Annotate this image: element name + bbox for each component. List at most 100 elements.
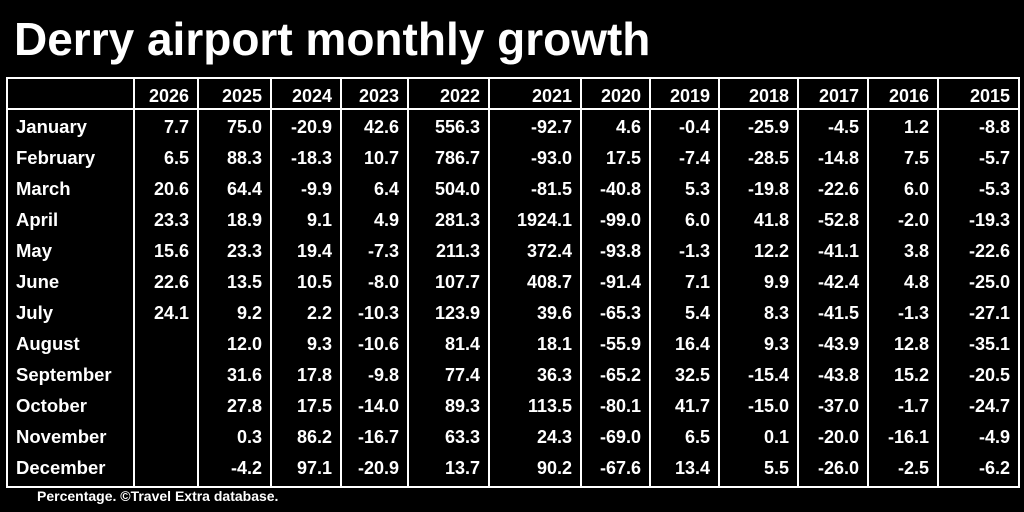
table-cell-value: 2.2 — [306, 303, 332, 323]
table-cell-value: 6.4 — [373, 179, 399, 199]
column-header: 2019 — [669, 86, 710, 106]
table-cell-value: -20.0 — [817, 427, 859, 447]
row-label-month: October — [16, 395, 87, 416]
grid-line-vertical — [197, 77, 199, 488]
table-cell-value: -65.2 — [599, 365, 641, 385]
table-cell-value: -14.0 — [357, 396, 399, 416]
column-header: 2021 — [531, 86, 572, 106]
table-cell-value: 41.7 — [674, 396, 710, 416]
table-cell-value: -22.6 — [968, 241, 1010, 261]
grid-line-header — [6, 108, 1020, 110]
table-cell-value: 18.9 — [226, 210, 262, 230]
table-cell-value: -43.9 — [817, 334, 859, 354]
table-cell-value: 1924.1 — [516, 210, 572, 230]
row-label-month: July — [16, 302, 54, 323]
row-label-month: December — [16, 457, 106, 478]
table-cell-value: -52.8 — [817, 210, 859, 230]
row-label-month: November — [16, 426, 107, 447]
table-cell-value: -67.6 — [599, 458, 641, 478]
table-cell-value: -80.1 — [599, 396, 641, 416]
table-cell-value: -7.4 — [678, 148, 710, 168]
table-cell-value: -8.8 — [978, 117, 1010, 137]
table-cell-value: 12.2 — [753, 241, 789, 261]
table-cell-value: 27.8 — [226, 396, 262, 416]
table-cell-value: 86.2 — [296, 427, 332, 447]
table-cell-value: -1.7 — [897, 396, 929, 416]
table-cell-value: 88.3 — [226, 148, 262, 168]
column-header: 2022 — [439, 86, 480, 106]
table-cell-value: -37.0 — [817, 396, 859, 416]
table-cell-value: 77.4 — [444, 365, 480, 385]
table-cell-value: 41.8 — [753, 210, 789, 230]
grid-line-vertical — [580, 77, 582, 488]
table-cell-value: -81.5 — [530, 179, 572, 199]
column-header: 2016 — [888, 86, 929, 106]
table-cell-value: -2.0 — [897, 210, 929, 230]
table-cell-value: -1.3 — [897, 303, 929, 323]
table-cell-value: 64.4 — [226, 179, 262, 199]
table-cell-value: -10.6 — [357, 334, 399, 354]
table-cell-value: 13.4 — [674, 458, 710, 478]
table-cell-value: -9.8 — [367, 365, 399, 385]
column-header: 2026 — [148, 86, 189, 106]
table-cell-value: 6.0 — [684, 210, 710, 230]
row-label-month: April — [16, 209, 59, 230]
table-cell-value: 90.2 — [536, 458, 572, 478]
table-cell-value: 20.6 — [153, 179, 189, 199]
table-cell-value: 9.1 — [306, 210, 332, 230]
table-cell-value: -26.0 — [817, 458, 859, 478]
table-cell-value: -69.0 — [599, 427, 641, 447]
grid-line-vertical — [6, 77, 8, 488]
column-header: 2024 — [291, 86, 332, 106]
table-cell-value: -5.3 — [978, 179, 1010, 199]
grid-line-vertical — [797, 77, 799, 488]
grid-line-vertical — [407, 77, 409, 488]
table-cell-value: -42.4 — [817, 272, 859, 292]
grid-line-vertical — [867, 77, 869, 488]
table-cell-value: -10.3 — [357, 303, 399, 323]
table-cell-value: 6.5 — [684, 427, 710, 447]
table-cell-value: -92.7 — [530, 117, 572, 137]
table-cell-value: -4.9 — [978, 427, 1010, 447]
table-cell-value: 63.3 — [444, 427, 480, 447]
table-cell-value: 786.7 — [434, 148, 480, 168]
grid-line-bottom — [6, 486, 1020, 488]
column-header: 2020 — [600, 86, 641, 106]
table-cell-value: -5.7 — [978, 148, 1010, 168]
table-cell-value: 3.8 — [903, 241, 929, 261]
table-cell-value: -19.3 — [968, 210, 1010, 230]
table-cell-value: 6.0 — [903, 179, 929, 199]
table-cell-value: -15.4 — [747, 365, 789, 385]
table-cell-value: 97.1 — [296, 458, 332, 478]
table-cell-value: 5.3 — [684, 179, 710, 199]
table-cell-value: -99.0 — [599, 210, 641, 230]
table-cell-value: -25.0 — [968, 272, 1010, 292]
grid-line-vertical — [340, 77, 342, 488]
table-cell-value: 81.4 — [444, 334, 480, 354]
column-header: 2015 — [969, 86, 1010, 106]
table-cell-value: -65.3 — [599, 303, 641, 323]
table-cell-value: 10.7 — [363, 148, 399, 168]
grid-line-vertical — [937, 77, 939, 488]
table-cell-value: 39.6 — [536, 303, 572, 323]
table-cell-value: 9.9 — [763, 272, 789, 292]
table-cell-value: 9.3 — [763, 334, 789, 354]
table-cell-value: 19.4 — [296, 241, 332, 261]
table-cell-value: 1.2 — [903, 117, 929, 137]
row-label-month: February — [16, 147, 96, 168]
table-cell-value: -9.9 — [300, 179, 332, 199]
table-cell-value: 5.4 — [684, 303, 710, 323]
grid-line-vertical — [649, 77, 651, 488]
column-header: 2023 — [358, 86, 399, 106]
table-cell-value: -14.8 — [817, 148, 859, 168]
grid-line-top — [6, 77, 1020, 79]
table-cell-value: -43.8 — [817, 365, 859, 385]
table-cell-value: 9.3 — [306, 334, 332, 354]
table-cell-value: 5.5 — [763, 458, 789, 478]
table-cell-value: 0.1 — [763, 427, 789, 447]
table-cell-value: -8.0 — [367, 272, 399, 292]
column-header: 2017 — [818, 86, 859, 106]
table-cell-value: 17.5 — [296, 396, 332, 416]
table-cell-value: -55.9 — [599, 334, 641, 354]
table-cell-value: 24.3 — [536, 427, 572, 447]
